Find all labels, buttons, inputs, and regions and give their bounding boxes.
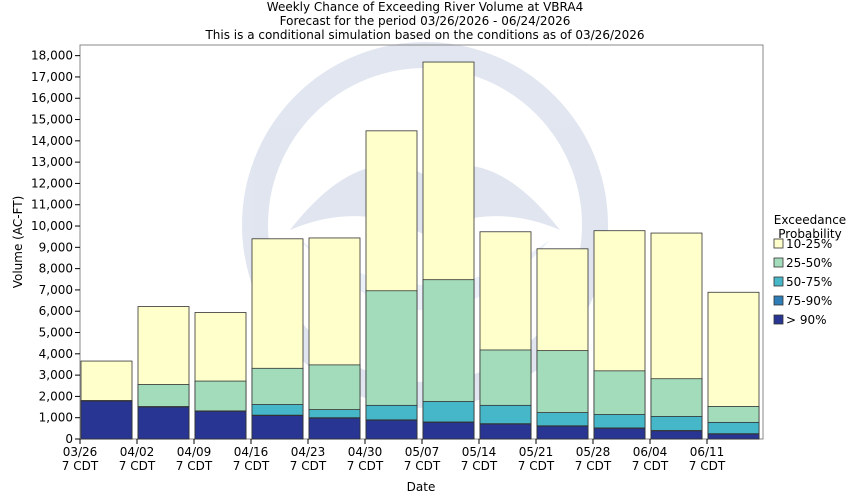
y-tick-label: 5,000 xyxy=(39,326,73,340)
y-tick-label: 16,000 xyxy=(31,91,73,105)
x-tick-date: 05/14 xyxy=(462,445,497,459)
x-tick-date: 04/16 xyxy=(234,445,269,459)
y-tick-label: 2,000 xyxy=(39,389,73,403)
y-tick-label: 14,000 xyxy=(31,134,73,148)
y-tick-label: 17,000 xyxy=(31,70,73,84)
chart-subtitle-conditions: This is a conditional simulation based o… xyxy=(204,28,644,42)
legend-title-line2: Probability xyxy=(778,227,841,241)
y-tick-label: 12,000 xyxy=(31,176,73,190)
x-tick-tz: 7 CDT xyxy=(233,459,270,473)
x-tick-date: 04/23 xyxy=(291,445,326,459)
x-tick-date: 04/30 xyxy=(348,445,383,459)
bar-segment xyxy=(422,421,475,440)
legend-title-line1: Exceedance xyxy=(774,213,846,227)
legend: Exceedance Probability 10-25% 25-50% 50-75… xyxy=(773,213,846,327)
y-tick-label: 11,000 xyxy=(31,198,73,212)
legend-swatch xyxy=(773,314,784,325)
y-axis: 0 1,000 2,000 3,000 4,000 5,000 6,000 7,000 8,00… xyxy=(31,49,80,446)
legend-label: 75-90% xyxy=(786,294,832,308)
y-tick-label: 18,000 xyxy=(31,49,73,63)
legend-label: 50-75% xyxy=(786,275,832,289)
x-tick-tz: 7 CDT xyxy=(518,459,555,473)
x-tick-tz: 7 CDT xyxy=(62,459,99,473)
x-tick-tz: 7 CDT xyxy=(347,459,384,473)
x-tick-date: 04/02 xyxy=(120,445,155,459)
x-tick-date: 03/26 xyxy=(63,445,98,459)
x-tick-date: 05/21 xyxy=(519,445,554,459)
bar-segment xyxy=(536,425,589,440)
x-tick-tz: 7 CDT xyxy=(689,459,726,473)
bar-segment xyxy=(593,427,646,440)
x-tick-date: 05/07 xyxy=(405,445,440,459)
bar-segment xyxy=(194,410,247,440)
chart-subtitle: Forecast for the period 03/26/2026 - 06/… xyxy=(280,14,571,28)
x-tick-tz: 7 CDT xyxy=(404,459,441,473)
x-axis-label: Date xyxy=(407,480,436,494)
bar-segment xyxy=(365,419,418,440)
x-tick-date: 06/11 xyxy=(690,445,725,459)
legend-label: 25-50% xyxy=(786,256,832,270)
x-tick-tz: 7 CDT xyxy=(176,459,213,473)
x-tick-date: 06/04 xyxy=(633,445,668,459)
x-tick-tz: 7 CDT xyxy=(632,459,669,473)
chart-title: Weekly Chance of Exceeding River Volume … xyxy=(267,0,583,14)
y-tick-label: 10,000 xyxy=(31,219,73,233)
y-tick-label: 1,000 xyxy=(39,411,73,425)
legend-swatch xyxy=(773,295,784,306)
y-tick-label: 9,000 xyxy=(39,240,73,254)
legend-label: > 90% xyxy=(786,313,827,327)
y-axis-label: Volume (AC-FT) xyxy=(11,196,25,289)
bar-segment xyxy=(308,417,361,440)
x-tick-date: 04/09 xyxy=(177,445,212,459)
legend-swatch xyxy=(773,238,784,249)
bar-stacks xyxy=(80,61,760,440)
x-tick-tz: 7 CDT xyxy=(290,459,327,473)
y-tick-label: 13,000 xyxy=(31,155,73,169)
bar-segment xyxy=(137,406,190,440)
x-tick-tz: 7 CDT xyxy=(461,459,498,473)
bar-segment xyxy=(80,400,133,440)
y-tick-label: 6,000 xyxy=(39,304,73,318)
bar-segment xyxy=(650,430,703,440)
legend-swatch xyxy=(773,257,784,268)
bar-segment xyxy=(479,423,532,440)
x-tick-date: 05/28 xyxy=(576,445,611,459)
x-tick-tz: 7 CDT xyxy=(575,459,612,473)
y-tick-label: 15,000 xyxy=(31,113,73,127)
bar-segment xyxy=(251,415,304,440)
legend-label: 10-25% xyxy=(786,237,832,251)
y-tick-label: 4,000 xyxy=(39,347,73,361)
y-tick-label: 8,000 xyxy=(39,262,73,276)
bar-segment xyxy=(707,433,760,440)
y-tick-label: 7,000 xyxy=(39,283,73,297)
y-tick-label: 3,000 xyxy=(39,368,73,382)
x-tick-tz: 7 CDT xyxy=(119,459,156,473)
y-tick-label: 0 xyxy=(65,432,73,446)
legend-swatch xyxy=(773,276,784,287)
